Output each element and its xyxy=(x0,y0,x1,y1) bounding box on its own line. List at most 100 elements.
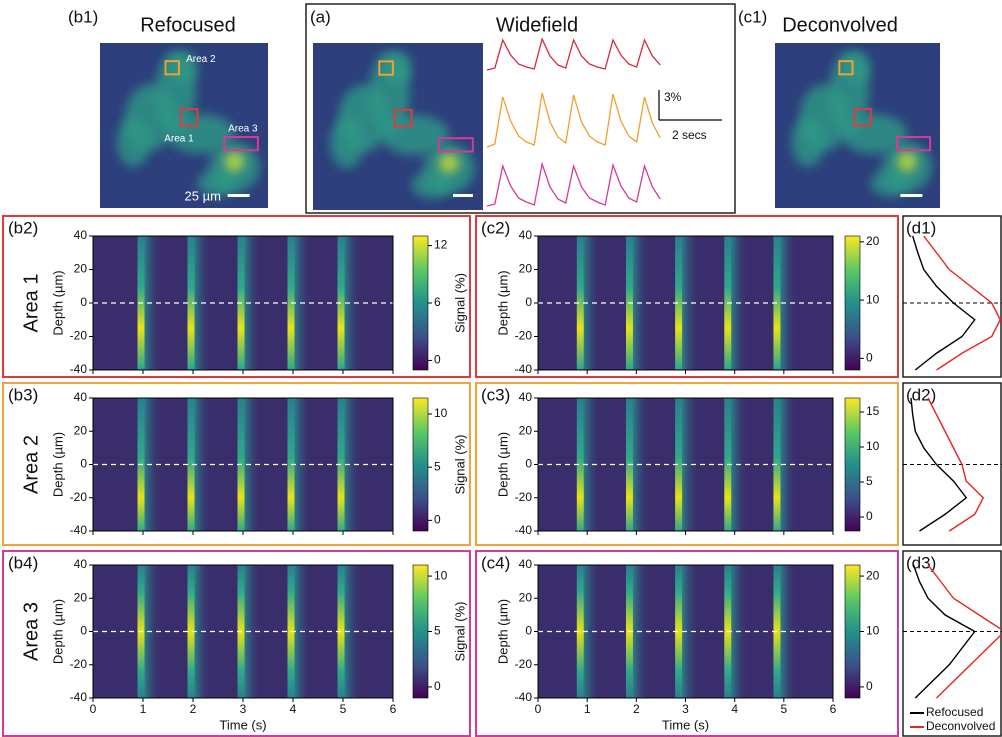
x-tick-label: 0 xyxy=(90,702,97,716)
y-axis-label: Depth (µm) xyxy=(495,599,510,664)
colorbar-tick-label: 5 xyxy=(866,474,873,488)
y-tick-label: 0 xyxy=(525,457,532,471)
event-tail xyxy=(344,398,362,531)
colorbar-tick-label: 5 xyxy=(434,624,441,638)
event-tail xyxy=(244,565,262,698)
colorbar-tick-label: 0 xyxy=(434,513,441,527)
colorbar xyxy=(412,564,429,699)
colorbar xyxy=(844,235,861,371)
event-tail xyxy=(780,565,798,698)
y-tick-label: 0 xyxy=(525,295,532,309)
event-tail xyxy=(780,398,798,531)
y-tick-label: 40 xyxy=(519,557,533,571)
y-axis-label: Depth (µm) xyxy=(50,432,65,497)
y-tick-label: 0 xyxy=(525,624,532,638)
event-tail xyxy=(244,236,262,370)
colorbar-tick-label: 10 xyxy=(866,624,880,638)
roi xyxy=(179,108,199,127)
roi xyxy=(378,60,394,76)
legend-label: Refocused xyxy=(926,705,983,719)
profile-line xyxy=(912,235,976,371)
profile-line xyxy=(910,397,968,532)
colorbar-tick-label: 10 xyxy=(866,292,880,306)
micrograph-feature xyxy=(438,153,460,174)
event-tail xyxy=(682,565,700,698)
x-tick-label: 1 xyxy=(584,702,591,716)
roi-label: Area 3 xyxy=(228,123,258,134)
panel-frame xyxy=(475,215,899,378)
event-stripe xyxy=(576,398,584,531)
y-tick-label: 40 xyxy=(74,390,88,404)
colorbar-tick-label: 0 xyxy=(866,679,873,693)
roi-label: Area 2 xyxy=(186,54,216,65)
colorbar xyxy=(844,564,861,699)
panel-title: Widefield xyxy=(496,14,578,36)
panel-label: (c1) xyxy=(738,7,767,26)
colorbar-tick-label: 10 xyxy=(434,406,448,420)
event-tail xyxy=(780,236,798,370)
micrograph-feature xyxy=(381,114,449,155)
scale-bar xyxy=(900,194,923,197)
colorbar-tick-label: 20 xyxy=(866,234,880,248)
event-tail xyxy=(144,236,162,370)
event-stripe xyxy=(675,565,683,698)
colorbar-tick-label: 0 xyxy=(434,353,441,367)
row-label: Area 3 xyxy=(20,602,42,661)
micrograph-feature xyxy=(384,51,412,85)
roi xyxy=(853,108,872,127)
panel-label: (b4) xyxy=(8,553,38,572)
event-stripe xyxy=(675,398,683,531)
roi xyxy=(223,136,259,152)
event-tail xyxy=(344,236,362,370)
event-stripe xyxy=(187,565,195,698)
micrograph-feature xyxy=(170,51,198,85)
y-axis-label: Depth (µm) xyxy=(50,599,65,664)
y-axis-label: Depth (µm) xyxy=(495,432,510,497)
micrograph-feature xyxy=(841,113,907,154)
profile-line xyxy=(912,564,976,699)
event-stripe xyxy=(675,236,683,370)
roi xyxy=(838,60,854,76)
colorbar xyxy=(412,397,429,532)
panel-label: (d2) xyxy=(906,385,936,404)
x-tick-label: 5 xyxy=(780,702,787,716)
y-tick-label: 0 xyxy=(80,457,87,471)
panel-label: (b3) xyxy=(8,385,38,404)
colorbar-tick-label: 10 xyxy=(434,568,448,582)
x-tick-label: 5 xyxy=(340,702,347,716)
panel-frame xyxy=(475,382,899,546)
y-tick-label: -40 xyxy=(70,362,88,376)
y-tick-label: 20 xyxy=(74,590,88,604)
panel-frame xyxy=(2,550,471,737)
panel-label: (d1) xyxy=(906,218,936,237)
y-tick-label: -40 xyxy=(515,690,533,704)
profile-line xyxy=(927,564,1001,699)
legend-label: Deconvolved xyxy=(926,719,995,733)
panel-label: (b1) xyxy=(68,7,98,26)
panel-title: Deconvolved xyxy=(782,14,898,36)
colorbar-tick-label: 0 xyxy=(866,509,873,523)
profile-line xyxy=(927,397,985,532)
y-axis-label: Depth (µm) xyxy=(50,270,65,335)
trace xyxy=(486,37,661,71)
micrograph-feature xyxy=(411,171,453,199)
event-tail xyxy=(144,565,162,698)
panel-frame xyxy=(902,550,1002,737)
y-tick-label: -20 xyxy=(515,657,533,671)
y-tick-label: -20 xyxy=(515,329,533,343)
micrograph-feature xyxy=(116,117,151,167)
x-tick-label: 4 xyxy=(290,702,297,716)
scale-bar-label: 3% xyxy=(664,90,682,104)
roi-label: Area 1 xyxy=(164,133,194,144)
panel-frame xyxy=(2,215,471,378)
panel-frame xyxy=(2,382,471,546)
colorbar-tick-label: 6 xyxy=(434,295,441,309)
panel-label: (c3) xyxy=(481,385,510,404)
colorbar xyxy=(844,397,861,532)
y-tick-label: 20 xyxy=(519,423,533,437)
micrograph-feature xyxy=(844,51,871,85)
panel-title: Refocused xyxy=(140,14,236,36)
y-tick-label: -20 xyxy=(515,490,533,504)
